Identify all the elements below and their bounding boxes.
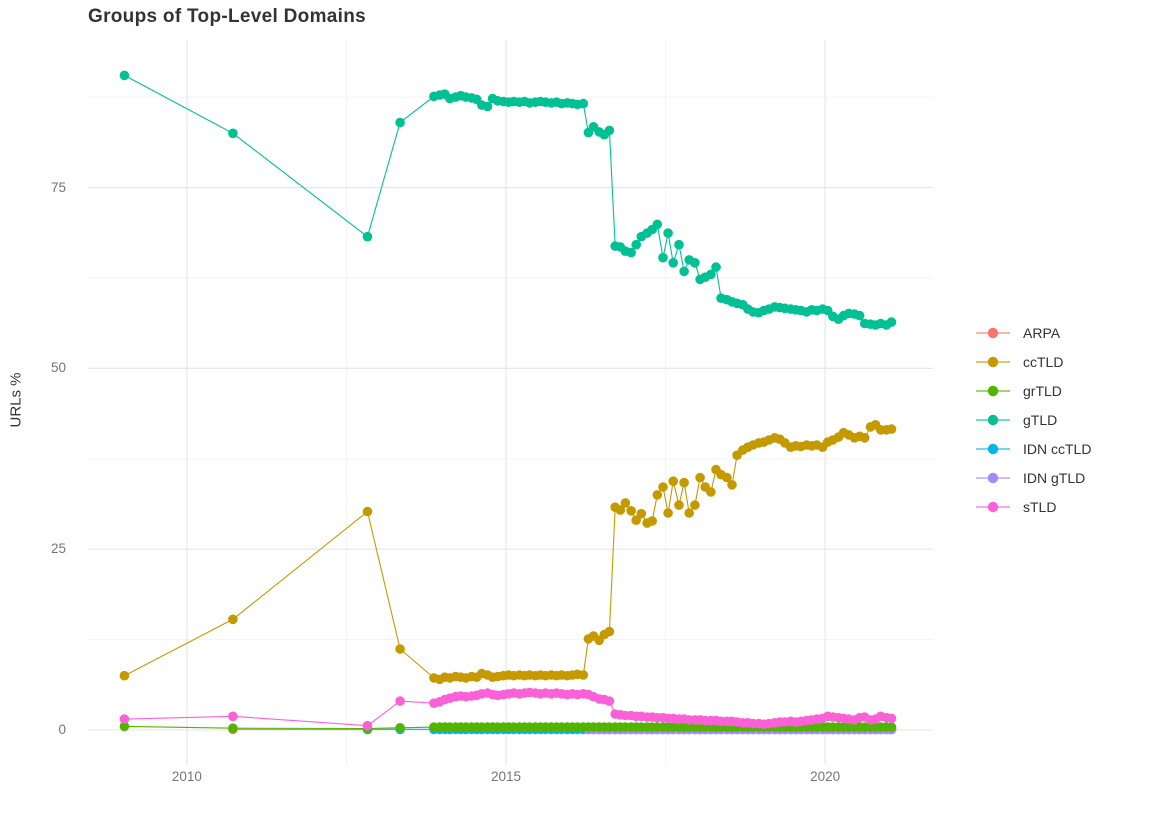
legend-entry-stld: sTLD xyxy=(975,496,1091,517)
legend-entry-idn-gtld: IDN gTLD xyxy=(975,467,1091,488)
legend-entry-gtld: gTLD xyxy=(975,409,1091,430)
legend-key-icon xyxy=(976,385,1010,396)
legend-key-icon xyxy=(976,356,1010,367)
chart-title: Groups of Top-Level Domains xyxy=(88,6,366,27)
legend-key-icon xyxy=(976,472,1010,483)
y-tick-label: 75 xyxy=(50,179,66,195)
x-tick-label: 2015 xyxy=(491,769,522,784)
legend-label: ccTLD xyxy=(1023,353,1064,370)
legend-key-icon xyxy=(976,501,1010,512)
legend-entry-cctld: ccTLD xyxy=(975,351,1091,372)
legend-label: grTLD xyxy=(1023,382,1062,399)
legend-label: gTLD xyxy=(1023,411,1058,428)
series-cctld xyxy=(119,420,897,685)
series-stld xyxy=(119,687,897,731)
legend-entry-grtld: grTLD xyxy=(975,380,1091,401)
y-tick-label: 50 xyxy=(50,360,66,376)
legend-key-icon xyxy=(976,443,1010,454)
x-tick-label: 2020 xyxy=(810,769,841,784)
legend: ARPA ccTLD grTLD gTLD IDN ccTLD IDN gTLD sTLD xyxy=(975,322,1091,517)
legend-label: IDN ccTLD xyxy=(1023,440,1092,457)
legend-key-icon xyxy=(976,414,1010,425)
legend-label: ARPA xyxy=(1023,324,1061,341)
series-arpa xyxy=(228,724,373,735)
y-tick-label: 25 xyxy=(50,541,66,557)
legend-key-icon xyxy=(976,327,1010,338)
series-grtld xyxy=(119,721,897,734)
legend-entry-idn-cctld: IDN ccTLD xyxy=(975,438,1091,459)
legend-label: sTLD xyxy=(1023,498,1057,515)
y-tick-label: 0 xyxy=(58,721,66,737)
legend-entry-arpa: ARPA xyxy=(975,322,1091,343)
x-tick-label: 2010 xyxy=(171,769,202,784)
series-gtld xyxy=(119,70,897,330)
legend-label: IDN gTLD xyxy=(1023,469,1086,486)
